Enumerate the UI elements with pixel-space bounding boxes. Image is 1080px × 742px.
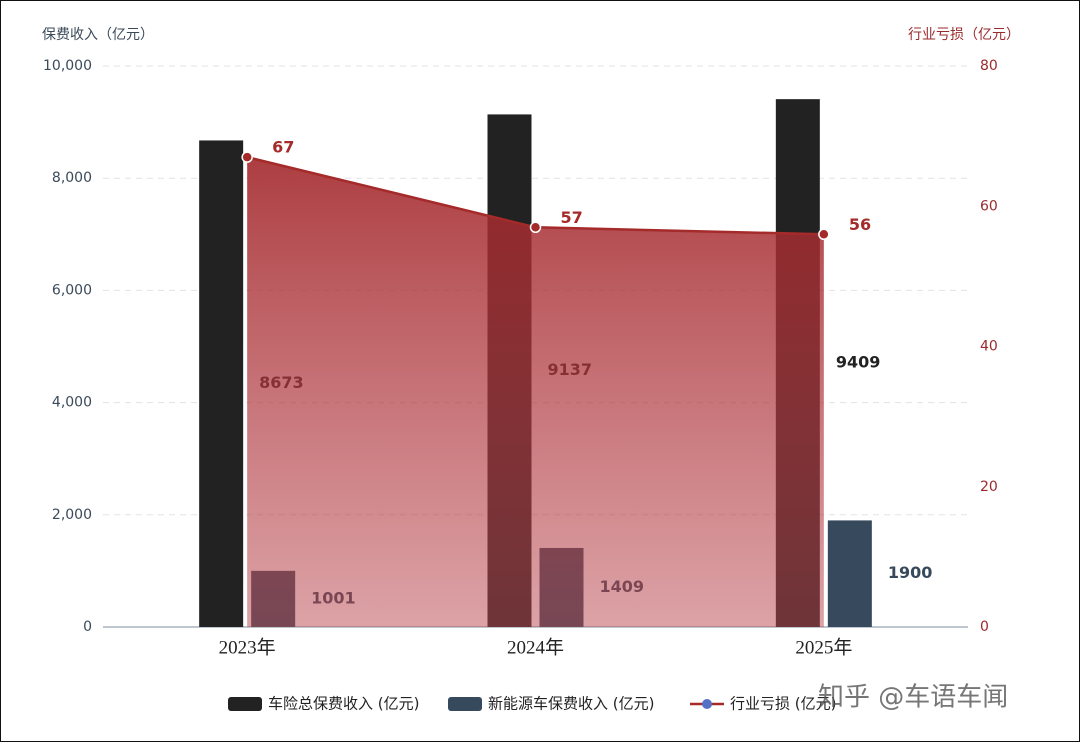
y-tick-label: 8,000	[52, 170, 92, 186]
value-label: 9409	[836, 353, 881, 372]
value-label: 1900	[888, 563, 933, 582]
y-tick-label: 0	[83, 619, 92, 635]
y-axis-title: 保费收入（亿元）	[42, 27, 154, 43]
legend-label: 行业亏损 (亿元)	[730, 695, 836, 713]
legend-label: 车险总保费收入 (亿元)	[268, 695, 419, 713]
y-tick-label: 6,000	[52, 282, 92, 298]
x-tick-label: 2024年	[507, 636, 564, 658]
bar	[199, 140, 244, 627]
loss-area	[247, 157, 824, 627]
y2-axis-title: 行业亏损（亿元）	[908, 27, 1020, 43]
y-tick-label: 10,000	[43, 58, 92, 74]
legend-swatch	[448, 697, 482, 711]
y-tick-label: 4,000	[52, 395, 92, 411]
y2-tick-label: 40	[980, 339, 998, 355]
x-tick-label: 2025年	[795, 636, 852, 658]
loss-point	[529, 221, 542, 234]
loss-point	[241, 151, 253, 163]
watermark: 知乎 @车语车闻	[818, 683, 1008, 713]
line-value-label: 57	[561, 208, 583, 227]
legend-swatch-dot	[702, 699, 712, 709]
line-value-label: 56	[849, 215, 871, 234]
line-value-label: 67	[272, 138, 294, 157]
x-tick-label: 2023年	[219, 636, 276, 658]
legend-label: 新能源车保费收入 (亿元)	[488, 695, 654, 713]
y2-tick-label: 60	[980, 198, 998, 214]
loss-point	[818, 228, 830, 241]
y-tick-label: 2,000	[52, 507, 92, 523]
legend-swatch	[228, 697, 262, 711]
y2-tick-label: 20	[980, 479, 998, 495]
bar	[827, 520, 872, 627]
y2-tick-label: 80	[980, 58, 998, 74]
y2-tick-label: 0	[980, 619, 989, 635]
